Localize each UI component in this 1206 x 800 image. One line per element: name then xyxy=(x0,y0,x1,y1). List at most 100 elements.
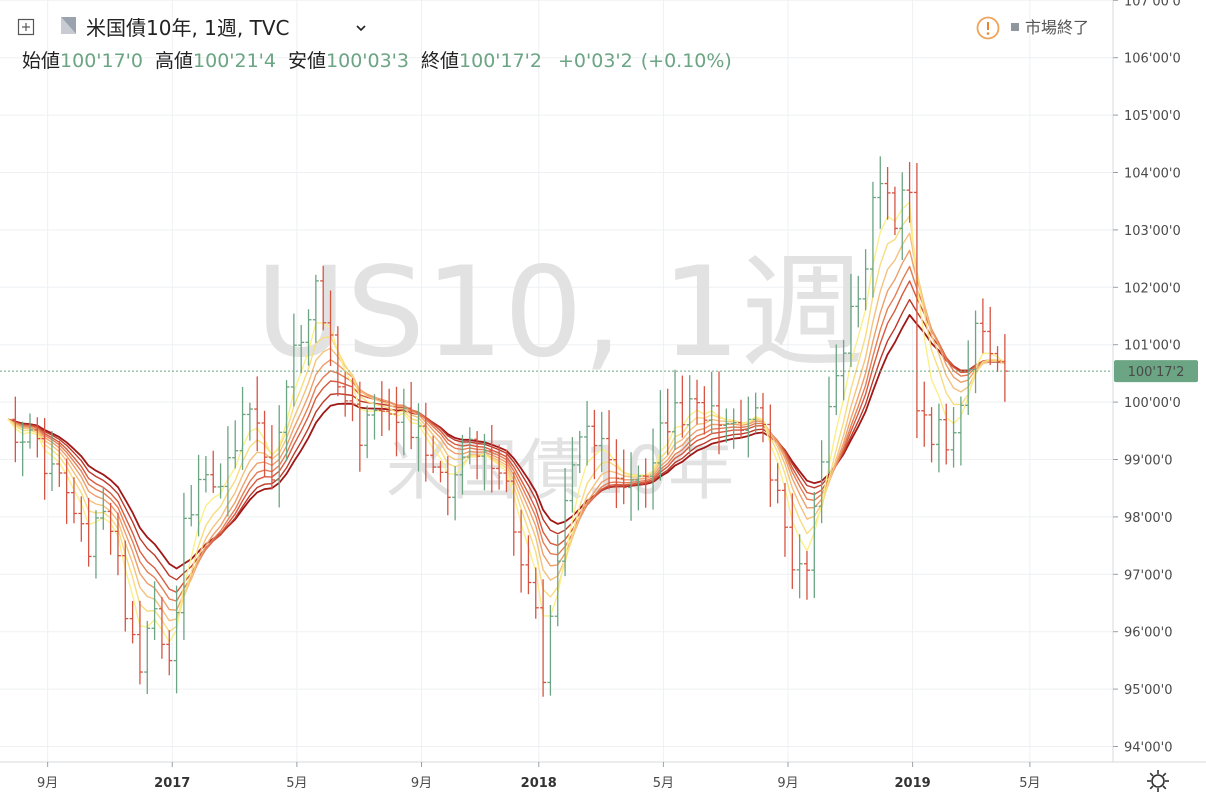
ohlc-bar xyxy=(950,407,957,468)
high-value: 100'21'4 xyxy=(193,50,276,72)
ohlc-bar xyxy=(781,482,788,557)
settings-gear-icon[interactable] xyxy=(1147,770,1169,792)
x-tick-label: 5月 xyxy=(653,776,674,791)
symbol-title[interactable]: 米国債10年, 1週, TVC xyxy=(86,16,289,40)
ohlc-bar xyxy=(305,309,312,366)
ohlc-bar xyxy=(151,581,158,640)
ohlc-bar xyxy=(107,502,114,555)
market-closed-icon xyxy=(1011,23,1019,31)
ohlc-bar xyxy=(122,540,129,632)
change-percent: (+0.10%) xyxy=(641,50,732,72)
ohlc-bar xyxy=(935,403,942,473)
ohlc-bar xyxy=(840,340,847,401)
ohlc-bar xyxy=(847,273,854,368)
expand-plus-icon[interactable] xyxy=(17,18,35,36)
ohlc-bar xyxy=(745,396,752,458)
ohlc-bar xyxy=(400,388,407,456)
ohlc-bar xyxy=(210,450,217,493)
ohlc-bar xyxy=(789,493,796,589)
price-axis[interactable]: 94'00'0 95'00'0 96'00'0 97'00'0 98'00'0 99'00… xyxy=(1113,0,1181,756)
ohlc-bar xyxy=(708,371,715,435)
ohlc-bar xyxy=(386,388,393,431)
ohlc-bar xyxy=(928,407,935,463)
ohlc-bar xyxy=(532,567,539,619)
ohlc-bar xyxy=(547,604,554,696)
ohlc-bar xyxy=(12,396,19,463)
ohlc-bar xyxy=(283,380,290,462)
ohlc-bar xyxy=(261,410,268,477)
ohlc-bar xyxy=(701,386,708,435)
open-value: 100'17'0 xyxy=(60,50,143,72)
change-value: +0'03'2 xyxy=(558,50,633,72)
x-tick-label: 5月 xyxy=(1019,776,1040,791)
y-tick-label: 106'00'0 xyxy=(1124,52,1181,67)
ohlc-bar xyxy=(518,509,525,593)
ohlc-bar xyxy=(613,439,620,508)
ohlc-bar xyxy=(752,392,759,434)
ohlc-bar xyxy=(591,409,598,480)
ohlc-bar xyxy=(525,535,532,595)
ohlc-bar xyxy=(63,458,70,524)
ohlc-bar xyxy=(496,444,503,490)
ohlc-bar xyxy=(129,600,136,644)
ohlc-bar xyxy=(371,394,378,440)
ohlc-bar xyxy=(144,620,151,695)
ohlc-bar xyxy=(26,413,33,449)
ohlc-bar xyxy=(320,265,327,331)
ohlc-bar xyxy=(452,466,459,521)
price-bars xyxy=(12,156,1008,697)
legend-header: 米国債10年, 1週, TVC 市場終了 始値100'17'0 高値100'21'… xyxy=(17,16,1089,72)
ohlc-bar xyxy=(48,430,55,492)
time-axis[interactable]: 9月 2017 5月 9月 2018 5月 9月 2019 5月 xyxy=(37,762,1041,791)
ohlc-bar xyxy=(136,600,143,685)
close-label: 終値 xyxy=(421,50,459,72)
ohlc-bar xyxy=(488,424,495,493)
ohlc-bar xyxy=(327,290,334,366)
y-tick-label: 99'00'0 xyxy=(1124,454,1173,469)
ohlc-bar xyxy=(716,371,723,455)
ohlc-bar xyxy=(650,428,657,510)
ohlc-bar xyxy=(19,421,26,477)
ohlc-bar xyxy=(312,274,319,343)
ohlc-bar xyxy=(811,492,818,599)
ohlc-bar xyxy=(422,402,429,482)
ohlc-bar xyxy=(158,596,165,659)
y-tick-label: 96'00'0 xyxy=(1124,626,1173,641)
x-tick-label: 2019 xyxy=(895,776,931,791)
ohlc-bar xyxy=(723,408,730,443)
ohlc-bar xyxy=(364,405,371,459)
ohlc-bar xyxy=(913,162,920,439)
ohlc-values: 始値100'17'0 高値100'21'4 安値100'03'3 終値100'17'2… xyxy=(22,50,732,72)
warning-icon[interactable] xyxy=(976,16,1000,40)
ohlc-bar xyxy=(679,375,686,438)
x-tick-label: 9月 xyxy=(777,776,798,791)
y-tick-label: 97'00'0 xyxy=(1124,568,1173,583)
ohlc-bar xyxy=(884,167,891,220)
chevron-down-icon[interactable] xyxy=(356,25,366,32)
y-tick-label: 100'00'0 xyxy=(1124,396,1181,411)
ohlc-bar xyxy=(774,463,781,504)
symbol-flag-icon-shade xyxy=(61,17,76,34)
ohlc-bar xyxy=(114,512,121,576)
ohlc-bar xyxy=(635,465,642,511)
ohlc-bar xyxy=(195,454,202,537)
ohlc-bar xyxy=(78,496,85,542)
ohlc-bar xyxy=(202,456,209,493)
x-tick-label: 2017 xyxy=(154,776,190,791)
ohlc-bar xyxy=(994,346,1001,373)
ohlc-bar xyxy=(430,435,437,474)
ohlc-bar xyxy=(466,427,473,465)
y-tick-label: 94'00'0 xyxy=(1124,741,1173,756)
ohlc-bar xyxy=(943,403,950,465)
ohlc-bar xyxy=(100,487,107,530)
ohlc-bar xyxy=(759,393,766,443)
ohlc-bar xyxy=(796,534,803,599)
low-label: 安値 xyxy=(288,50,326,72)
ohlc-bar xyxy=(166,630,173,676)
ohlc-bar xyxy=(188,484,195,527)
ohlc-bar xyxy=(730,408,737,449)
ohlc-bar xyxy=(239,386,246,470)
ohlc-bar xyxy=(290,313,297,407)
y-tick-label: 98'00'0 xyxy=(1124,511,1173,526)
